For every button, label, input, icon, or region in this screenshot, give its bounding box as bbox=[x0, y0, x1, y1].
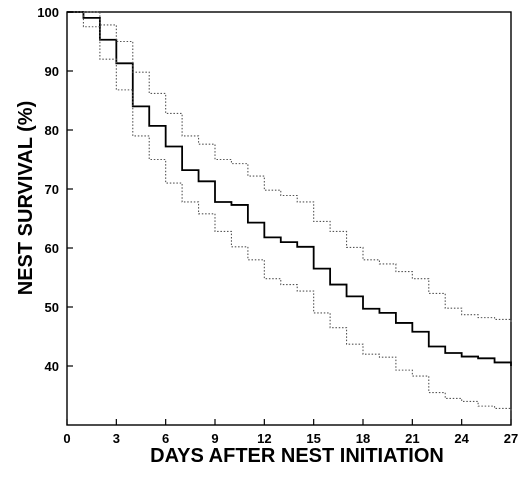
plot-frame bbox=[66, 11, 512, 426]
x-tick-label: 6 bbox=[162, 431, 169, 446]
x-tick-label: 18 bbox=[356, 431, 370, 446]
x-tick-label: 3 bbox=[113, 431, 120, 446]
y-tick-label: 80 bbox=[45, 123, 59, 138]
y-axis-title: NEST SURVIVAL (%) bbox=[15, 101, 37, 295]
survival-line bbox=[67, 11, 512, 366]
x-tick-label: 21 bbox=[405, 431, 419, 446]
series-group bbox=[67, 11, 512, 411]
tick-group: 0 3 6 9 12 15 18 21 24 27 40 50 60 70 80 90 100 bbox=[37, 5, 518, 446]
y-tick-label: 40 bbox=[45, 359, 59, 374]
y-tick-label: 70 bbox=[45, 182, 59, 197]
x-tick-label: 24 bbox=[454, 431, 469, 446]
confidence-band-line bbox=[67, 11, 512, 411]
x-tick-label: 27 bbox=[504, 431, 518, 446]
x-tick-label: 15 bbox=[306, 431, 320, 446]
x-tick-label: 12 bbox=[257, 431, 271, 446]
plot-area bbox=[66, 11, 512, 426]
y-tick-label: 60 bbox=[45, 241, 59, 256]
y-tick-label: 90 bbox=[45, 64, 59, 79]
y-tick-label: 50 bbox=[45, 300, 59, 315]
y-tick-label: 100 bbox=[37, 5, 59, 20]
x-tick-label: 9 bbox=[211, 431, 218, 446]
x-tick-label: 0 bbox=[63, 431, 70, 446]
x-axis-title: DAYS AFTER NEST INITIATION bbox=[150, 445, 444, 467]
confidence-band-line bbox=[67, 11, 512, 322]
